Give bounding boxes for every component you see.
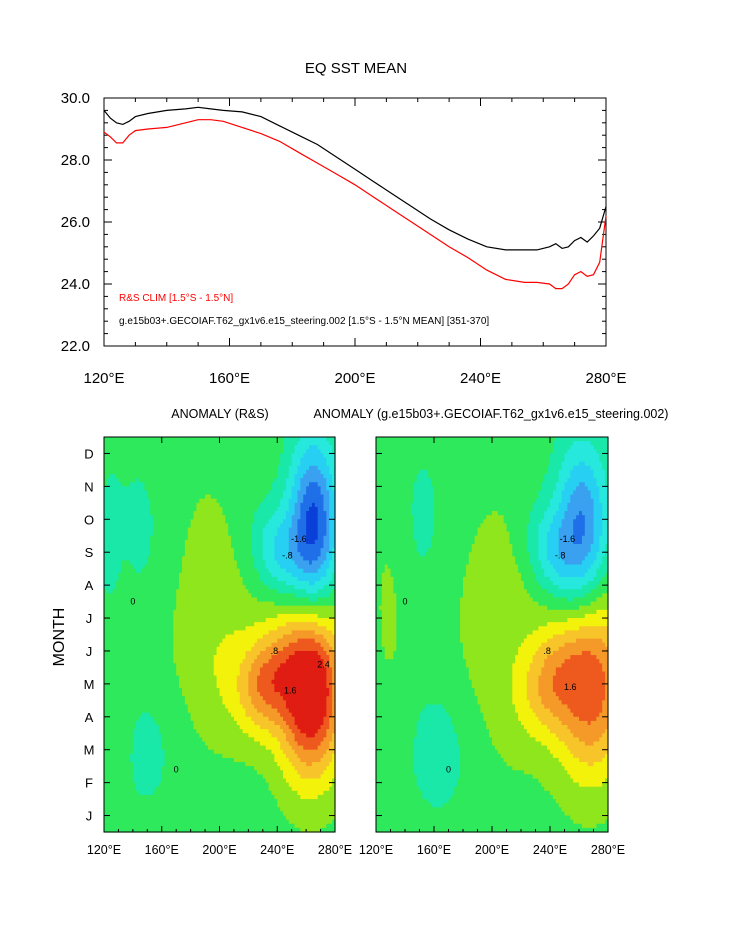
x-tick-label: 120°E — [83, 370, 124, 387]
heatmap-left-field: 120°E 160°E 200°E 240°E 280°EJFMAMJJASOND00-… — [84, 437, 353, 857]
y-tick-label: 26.0 — [61, 214, 90, 231]
line-chart: EQ SST MEAN 120°E 160°E 200°E 240°E 280°E 22.… — [61, 60, 627, 387]
figure: EQ SST MEAN 120°E 160°E 200°E 240°E 280°E 22.… — [0, 0, 733, 945]
heatmap-left-title: ANOMALY (R&S) — [171, 407, 268, 421]
y-tick-label: 28.0 — [61, 152, 90, 169]
line-axis-ticks: 120°E 160°E 200°E 240°E 280°E 22.0 24.0 26.0 28.… — [61, 90, 627, 387]
y-tick-label: 22.0 — [61, 338, 90, 355]
heatmap-left: ANOMALY (R&S) 120°E 160°E 200°E 240°E 280°EJ… — [51, 407, 352, 857]
line-chart-title: EQ SST MEAN — [305, 60, 407, 77]
legend-red-label: R&S CLIM [1.5°S - 1.5°N] — [119, 293, 233, 304]
x-tick-label: 200°E — [334, 370, 375, 387]
line-plot-frame — [104, 98, 606, 346]
legend-black-label: g.e15b03+.GECOIAF.T62_gx1v6.e15_steering… — [119, 316, 489, 327]
x-tick-label: 160°E — [209, 370, 250, 387]
y-tick-label: 24.0 — [61, 276, 90, 293]
rs-clim-sst-line — [104, 120, 606, 289]
y-tick-label: 30.0 — [61, 90, 90, 107]
line-series-group — [104, 107, 606, 288]
model-sst-line — [104, 107, 606, 250]
x-tick-label: 280°E — [585, 370, 626, 387]
x-tick-label: 240°E — [460, 370, 501, 387]
